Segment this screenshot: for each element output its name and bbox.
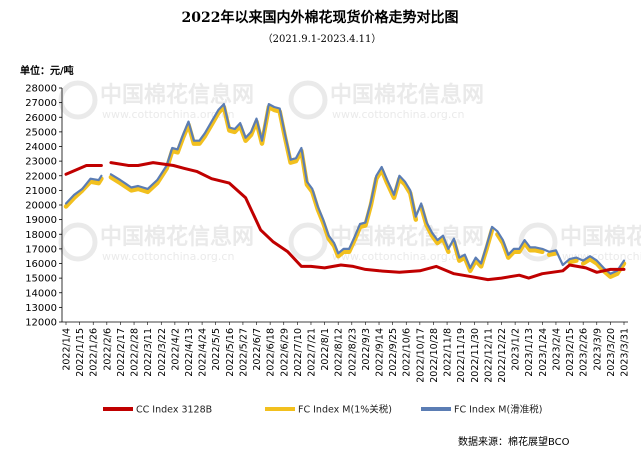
series-line-2	[64, 174, 103, 205]
x-tick-label: 2022/2/6	[102, 328, 113, 371]
legend-label: FC Index M(滑准税)	[454, 404, 542, 416]
y-tick-label: 15000	[25, 274, 57, 285]
x-tick-label: 2022/5/5	[211, 328, 222, 371]
watermark-logo-icon	[518, 222, 558, 262]
x-tick-label: 2022/1/15	[75, 328, 86, 377]
x-tick-label: 2022/9/25	[388, 328, 399, 377]
y-tick-label: 22000	[25, 171, 57, 182]
x-tick-label: 2022/4/2	[170, 328, 181, 371]
x-tick-label: 2022/11/19	[456, 328, 467, 383]
x-tick-label: 2022/6/7	[252, 328, 263, 371]
x-tick-label: 2023/1/13	[524, 328, 535, 377]
series-layer	[63, 103, 627, 282]
y-tick-label: 14000	[25, 288, 57, 299]
x-tick-label: 2022/9/14	[375, 328, 386, 377]
x-tick-label: 2022/8/23	[347, 328, 358, 377]
watermark-logo-icon	[58, 80, 98, 120]
x-tick-label: 2022/4/13	[184, 328, 195, 377]
series-line-0	[109, 161, 626, 282]
y-tick-label: 25000	[25, 127, 57, 138]
x-tick-label: 2022/8/12	[334, 328, 345, 377]
x-tick-label: 2022/2/28	[130, 328, 141, 377]
watermark-url: www.cottonchina.org.cn	[332, 108, 464, 121]
watermark-text: 中国棉花信息网	[100, 82, 254, 108]
x-tick-label: 2022/10/6	[402, 328, 413, 377]
series-line-1	[63, 176, 104, 209]
y-axis-ticks: 12000 13000 14000 15000 16000 17000 18000 19000…	[25, 84, 62, 329]
watermark-layer: 中国棉花信息网www.cottonchina.org.cn中国棉花信息网www.…	[58, 80, 641, 263]
y-tick-label: 18000	[25, 230, 57, 241]
y-tick-label: 24000	[25, 142, 57, 153]
y-tick-label: 27000	[25, 98, 57, 109]
legend-label: FC Index M(1%关税)	[298, 404, 392, 416]
x-axis-ticks: 2022/1/4 2022/1/15 2022/1/26 2022/2/6 2022/2…	[62, 322, 631, 383]
x-tick-label: 2022/2/17	[116, 328, 127, 377]
x-tick-label: 2022/6/29	[279, 328, 290, 377]
x-tick-label: 2023/2/15	[565, 328, 576, 377]
y-axis-unit-label: 单位：元/吨	[20, 64, 74, 77]
x-tick-label: 2022/4/24	[198, 328, 209, 377]
watermark-text: 中国棉花信息网	[330, 82, 484, 108]
x-tick-label: 2023/3/20	[606, 328, 617, 377]
watermark-logo-icon	[288, 222, 328, 262]
x-tick-label: 2022/11/30	[470, 328, 481, 383]
watermark-text: 中国棉花信息网	[560, 224, 641, 250]
x-tick-label: 2023/3/31	[620, 328, 631, 377]
y-tick-label: 12000	[25, 318, 57, 329]
x-tick-label: 2023/1/24	[538, 328, 549, 377]
y-tick-label: 23000	[25, 157, 57, 168]
x-tick-label: 2022/11/8	[443, 328, 454, 377]
series-line-1	[546, 251, 559, 257]
y-tick-label: 17000	[25, 244, 57, 255]
y-tick-label: 13000	[25, 303, 57, 314]
series-line-1	[567, 258, 579, 265]
x-tick-label: 2022/1/4	[62, 328, 73, 371]
x-tick-label: 2022/7/10	[293, 328, 304, 377]
series-line-2	[109, 103, 626, 275]
chart-subtitle: （2021.9.1-2023.4.11）	[263, 33, 382, 45]
watermark-logo-icon	[288, 80, 328, 120]
x-tick-label: 2022/12/22	[497, 328, 508, 383]
y-tick-label: 20000	[25, 201, 57, 212]
series-line-0	[64, 164, 103, 176]
legend-label: CC Index 3128B	[136, 405, 212, 416]
watermark-logo-icon	[58, 222, 98, 262]
x-tick-label: 2022/1/26	[89, 328, 100, 377]
data-source-note: 数据来源：棉花展望BCO	[458, 435, 570, 448]
chart-title: 2022年以来国内外棉花现货价格走势对比图	[182, 9, 459, 26]
watermark-url: www.cottonchina.org.cn	[102, 108, 234, 121]
x-tick-label: 2022/5/16	[225, 328, 236, 377]
y-tick-label: 16000	[25, 259, 57, 270]
x-tick-label: 2022/3/11	[143, 328, 154, 377]
x-tick-label: 2023/2/4	[551, 328, 562, 371]
x-tick-label: 2023/1/2	[511, 328, 522, 371]
x-tick-label: 2022/12/11	[483, 328, 494, 383]
x-tick-label: 2023/3/9	[592, 328, 603, 371]
x-tick-label: 2022/3/22	[157, 328, 168, 377]
y-tick-label: 28000	[25, 84, 57, 95]
legend: CC Index 3128B FC Index M(1%关税) FC Index M…	[103, 404, 542, 416]
x-tick-label: 2022/5/27	[238, 328, 249, 377]
y-tick-label: 19000	[25, 215, 57, 226]
watermark-url: www.cottonchina.org.cn	[332, 250, 464, 263]
x-tick-label: 2022/6/18	[266, 328, 277, 377]
watermark-url: www.cottonchina.org.cn	[102, 250, 234, 263]
x-tick-label: 2022/10/28	[429, 328, 440, 383]
y-tick-label: 21000	[25, 186, 57, 197]
y-tick-label: 26000	[25, 113, 57, 124]
x-tick-label: 2022/10/17	[415, 328, 426, 383]
x-tick-label: 2022/7/21	[306, 328, 317, 377]
x-tick-label: 2023/2/26	[579, 328, 590, 377]
watermark-text: 中国棉花信息网	[100, 224, 254, 250]
x-tick-label: 2022/9/3	[361, 328, 372, 371]
x-tick-label: 2022/8/1	[320, 328, 331, 371]
